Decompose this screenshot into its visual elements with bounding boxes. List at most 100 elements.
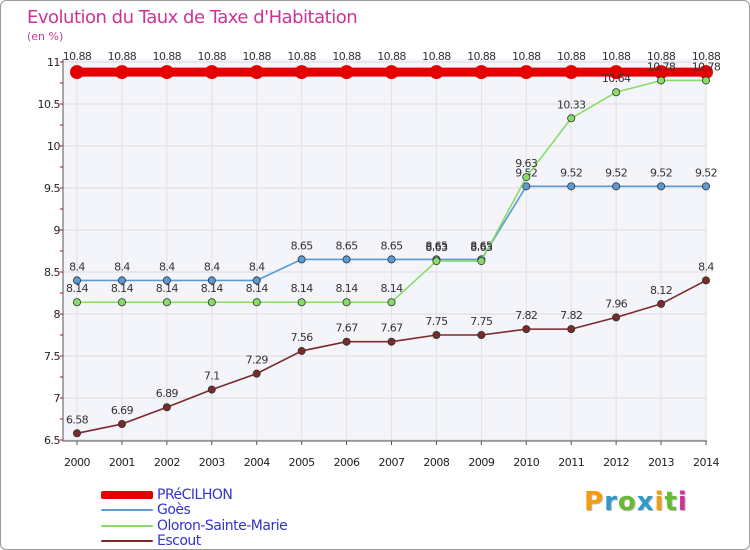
data-point bbox=[432, 257, 441, 266]
x-tick-label: 2011 bbox=[558, 456, 584, 469]
data-point bbox=[474, 65, 489, 80]
data-label: 7.96 bbox=[605, 297, 628, 310]
data-label: 7.56 bbox=[291, 331, 314, 344]
data-label: 7.75 bbox=[470, 315, 493, 328]
data-label: 8.4 bbox=[249, 260, 265, 273]
data-label: 8.63 bbox=[425, 241, 448, 254]
data-point bbox=[519, 65, 534, 80]
data-label: 8.4 bbox=[69, 260, 85, 273]
legend-swatch bbox=[101, 540, 153, 543]
data-label: 8.4 bbox=[159, 260, 175, 273]
y-tick-label: 10 bbox=[47, 140, 60, 153]
data-point bbox=[294, 65, 309, 80]
data-point bbox=[339, 65, 354, 80]
data-point bbox=[207, 298, 216, 307]
data-point bbox=[252, 369, 261, 378]
plot-area bbox=[63, 59, 707, 441]
x-tick-label: 2010 bbox=[513, 456, 539, 469]
data-point bbox=[73, 429, 82, 438]
legend-swatch bbox=[101, 490, 153, 499]
x-tick-label: 2007 bbox=[379, 456, 405, 469]
data-label: 7.1 bbox=[204, 370, 220, 383]
data-label: 6.69 bbox=[111, 404, 134, 417]
data-label: 8.4 bbox=[204, 260, 220, 273]
data-point bbox=[657, 182, 666, 191]
data-point bbox=[387, 337, 396, 346]
logo-letter: t bbox=[664, 487, 678, 517]
data-point bbox=[252, 298, 261, 307]
data-point bbox=[702, 276, 711, 285]
data-label: 10.88 bbox=[153, 50, 182, 63]
y-tick-label: 6.5 bbox=[44, 434, 60, 447]
data-point bbox=[297, 298, 306, 307]
x-tick-label: 2004 bbox=[244, 456, 270, 469]
data-label: 7.67 bbox=[380, 322, 403, 335]
logo-letter: x bbox=[636, 487, 655, 517]
data-point bbox=[429, 65, 444, 80]
data-point bbox=[70, 65, 84, 80]
data-label: 9.52 bbox=[695, 166, 717, 179]
data-point bbox=[162, 276, 171, 285]
data-point bbox=[342, 337, 351, 346]
data-label: 7.29 bbox=[246, 354, 269, 367]
data-point bbox=[387, 255, 396, 264]
data-point bbox=[73, 298, 82, 307]
legend-swatch bbox=[101, 524, 153, 527]
data-point bbox=[567, 182, 576, 191]
data-label: 10.88 bbox=[557, 50, 586, 63]
data-point bbox=[522, 173, 531, 182]
data-point bbox=[477, 257, 486, 266]
y-tick-label: 7.5 bbox=[44, 350, 60, 363]
data-label: 10.88 bbox=[692, 50, 721, 63]
data-label: 9.52 bbox=[560, 166, 582, 179]
legend-swatch bbox=[101, 509, 153, 512]
data-label: 10.88 bbox=[602, 50, 631, 63]
data-point bbox=[114, 65, 129, 80]
data-point bbox=[657, 299, 666, 308]
logo-letter: i bbox=[677, 487, 688, 517]
legend-label: Goès bbox=[157, 502, 191, 519]
x-tick-label: 2003 bbox=[199, 456, 225, 469]
data-label: 10.33 bbox=[557, 98, 586, 111]
data-point bbox=[117, 420, 126, 429]
y-tick-label: 9 bbox=[54, 224, 61, 237]
data-label: 8.14 bbox=[291, 282, 314, 295]
data-point bbox=[522, 182, 531, 191]
data-label: 8.14 bbox=[380, 282, 403, 295]
logo-letter: r bbox=[604, 487, 618, 517]
y-tick-label: 9.5 bbox=[44, 182, 60, 195]
data-label: 8.65 bbox=[425, 239, 448, 252]
chart-legend: PRéCILHON Goès Oloron-Sainte-Marie Escout bbox=[101, 487, 288, 549]
data-label: 10.88 bbox=[377, 50, 406, 63]
data-point bbox=[204, 65, 219, 80]
data-point bbox=[612, 313, 621, 322]
data-point bbox=[297, 255, 306, 264]
data-label: 10.78 bbox=[647, 60, 676, 73]
data-label: 10.88 bbox=[63, 50, 92, 63]
data-point bbox=[73, 276, 82, 285]
data-point bbox=[702, 182, 711, 191]
data-label: 8.14 bbox=[156, 282, 179, 295]
x-tick-label: 2013 bbox=[648, 456, 674, 469]
data-point bbox=[702, 76, 711, 85]
data-label: 10.88 bbox=[108, 50, 137, 63]
data-label: 6.89 bbox=[156, 387, 179, 400]
legend-item: PRéCILHON bbox=[101, 487, 287, 503]
data-point bbox=[612, 88, 621, 97]
data-point bbox=[567, 325, 576, 334]
data-point bbox=[522, 325, 531, 334]
data-point bbox=[117, 298, 126, 307]
legend-item: Escout bbox=[101, 533, 287, 549]
data-label: 8.12 bbox=[650, 284, 672, 297]
x-tick-label: 2008 bbox=[423, 456, 449, 469]
y-tick-label: 8.5 bbox=[44, 266, 60, 279]
data-point bbox=[249, 65, 264, 80]
data-point bbox=[207, 385, 216, 394]
data-label: 8.14 bbox=[246, 282, 269, 295]
data-label: 8.4 bbox=[114, 260, 130, 273]
data-point bbox=[564, 65, 579, 80]
y-tick-label: 10.5 bbox=[38, 98, 61, 111]
data-label: 9.52 bbox=[650, 166, 672, 179]
